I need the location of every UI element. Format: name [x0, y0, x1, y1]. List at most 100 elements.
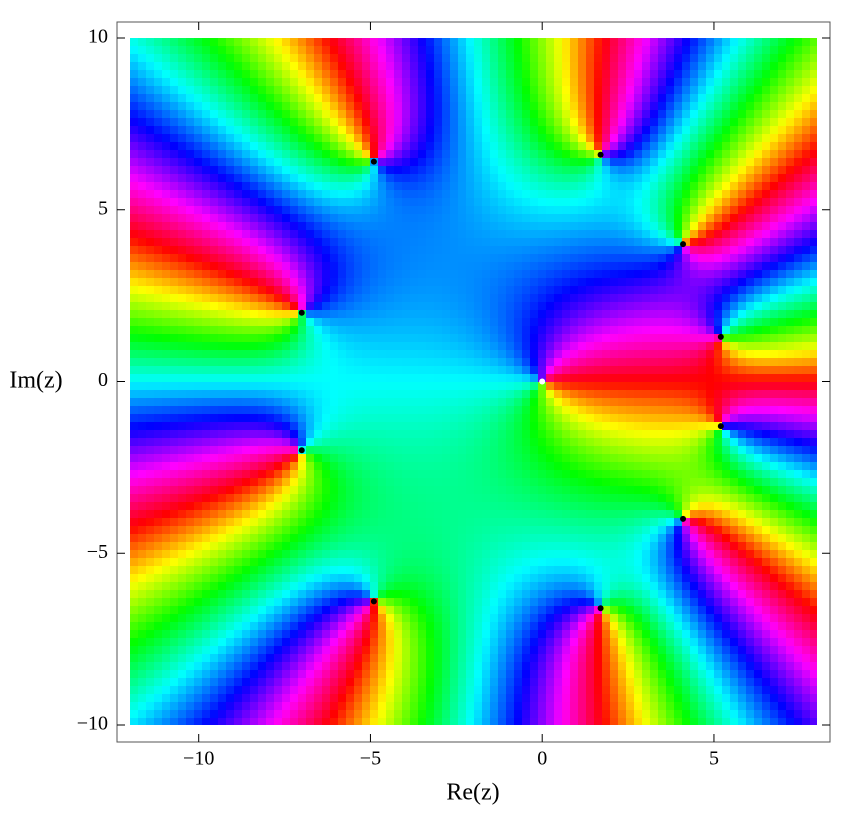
color-cell	[282, 150, 291, 159]
color-cell	[410, 214, 419, 223]
color-cell	[546, 46, 555, 55]
color-cell	[698, 110, 707, 119]
color-cell	[738, 374, 747, 383]
color-cell	[370, 70, 379, 79]
color-cell	[210, 214, 219, 223]
color-cell	[162, 406, 171, 415]
color-cell	[506, 238, 515, 247]
color-cell	[626, 478, 635, 487]
color-cell	[698, 286, 707, 295]
color-cell	[250, 102, 259, 111]
color-cell	[378, 438, 387, 447]
color-cell	[450, 310, 459, 319]
color-cell	[466, 150, 475, 159]
color-cell	[386, 86, 395, 95]
color-cell	[658, 254, 667, 263]
color-cell	[562, 134, 571, 143]
color-cell	[554, 294, 563, 303]
color-cell	[378, 302, 387, 311]
color-cell	[410, 150, 419, 159]
color-cell	[810, 278, 817, 287]
color-cell	[458, 422, 467, 431]
color-cell	[170, 118, 179, 127]
color-cell	[250, 94, 259, 103]
color-cell	[474, 78, 483, 87]
color-cell	[322, 54, 331, 63]
color-cell	[194, 486, 203, 495]
color-cell	[170, 342, 179, 351]
color-cell	[802, 406, 811, 415]
color-cell	[738, 302, 747, 311]
color-cell	[738, 142, 747, 151]
color-cell	[546, 134, 555, 143]
color-cell	[762, 222, 771, 231]
color-cell	[690, 166, 699, 175]
color-cell	[434, 126, 443, 135]
color-cell	[170, 430, 179, 439]
color-cell	[266, 454, 275, 463]
color-cell	[506, 62, 515, 71]
color-cell	[466, 262, 475, 271]
color-cell	[770, 150, 779, 159]
color-cell	[610, 302, 619, 311]
color-cell	[218, 142, 227, 151]
color-cell	[386, 286, 395, 295]
color-cell	[386, 462, 395, 471]
color-cell	[434, 38, 443, 47]
color-cell	[306, 382, 315, 391]
color-cell	[626, 230, 635, 239]
color-cell	[402, 430, 411, 439]
color-cell	[458, 446, 467, 455]
color-cell	[314, 358, 323, 367]
color-cell	[802, 230, 811, 239]
color-cell	[450, 254, 459, 263]
color-cell	[498, 486, 507, 495]
color-cell	[426, 206, 435, 215]
color-cell	[762, 446, 771, 455]
color-cell	[778, 238, 787, 247]
color-cell	[442, 214, 451, 223]
color-cell	[770, 54, 779, 63]
color-cell	[426, 110, 435, 119]
color-cell	[530, 46, 539, 55]
color-cell	[530, 414, 539, 423]
color-cell	[530, 486, 539, 495]
color-cell	[594, 350, 603, 359]
color-cell	[146, 302, 155, 311]
color-cell	[434, 134, 443, 143]
color-cell	[578, 142, 587, 151]
color-cell	[626, 342, 635, 351]
color-cell	[570, 278, 579, 287]
color-cell	[258, 118, 267, 127]
color-cell	[458, 246, 467, 255]
color-cell	[762, 358, 771, 367]
color-cell	[210, 318, 219, 327]
color-cell	[226, 126, 235, 135]
color-cell	[442, 374, 451, 383]
color-cell	[586, 446, 595, 455]
color-cell	[642, 190, 651, 199]
color-cell	[762, 94, 771, 103]
color-cell	[562, 174, 571, 183]
color-cell	[410, 326, 419, 335]
color-cell	[506, 198, 515, 207]
color-cell	[674, 62, 683, 71]
color-cell	[386, 470, 395, 479]
color-cell	[490, 406, 499, 415]
color-cell	[154, 350, 163, 359]
color-cell	[722, 46, 731, 55]
color-cell	[578, 302, 587, 311]
color-cell	[810, 318, 817, 327]
color-cell	[482, 54, 491, 63]
color-cell	[682, 334, 691, 343]
color-cell	[642, 294, 651, 303]
color-cell	[154, 486, 163, 495]
color-cell	[682, 374, 691, 383]
color-cell	[162, 390, 171, 399]
color-cell	[690, 86, 699, 95]
color-cell	[610, 206, 619, 215]
color-cell	[722, 126, 731, 135]
color-cell	[458, 382, 467, 391]
color-cell	[554, 190, 563, 199]
color-cell	[506, 398, 515, 407]
